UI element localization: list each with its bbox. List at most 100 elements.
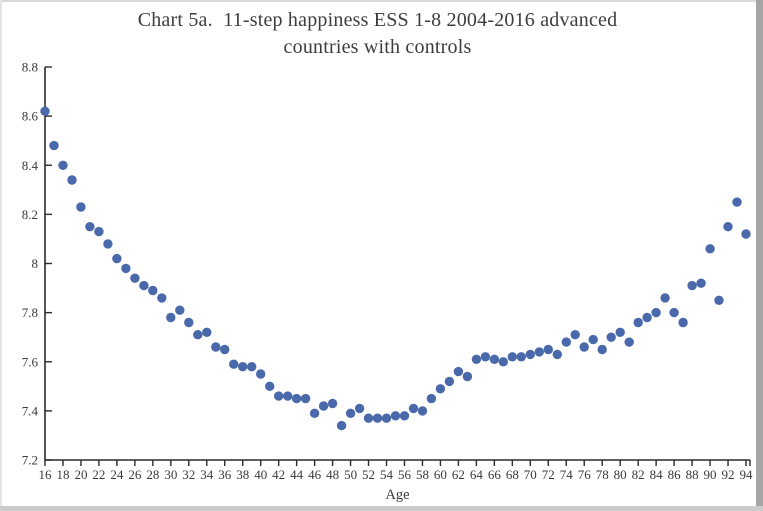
data-point [525,349,535,360]
x-axis-tick-label: 18 [56,467,69,482]
data-point [489,354,500,364]
x-axis-tick-label: 42 [272,467,285,482]
data-point [516,352,526,362]
y-axis-tick-label: 7.4 [22,403,39,418]
x-axis-tick-label: 76 [578,467,592,482]
x-axis-tick-label: 70 [524,467,537,482]
x-axis-tick-label: 62 [452,467,465,482]
data-point [157,293,167,303]
data-point [256,369,266,379]
data-point [130,273,140,283]
x-axis-tick-label: 94 [740,467,754,482]
x-axis-tick-label: 40 [254,467,267,482]
data-point [40,106,50,116]
x-axis-tick-label: 64 [470,467,484,482]
x-axis-tick-label: 68 [506,467,519,482]
y-axis-tick-label: 7.2 [22,453,38,468]
data-point [121,263,131,274]
x-axis-tick-label: 38 [236,467,249,482]
data-point [220,344,230,355]
chart-title-line-2: countries with controls [283,36,472,58]
x-axis-tick-label: 78 [596,467,609,482]
data-point [363,413,374,423]
data-point [678,317,688,328]
x-axis-tick-label: 24 [110,467,124,482]
x-axis-tick-label: 50 [344,467,357,482]
data-point [291,393,302,404]
data-point [408,403,419,414]
data-point [309,408,320,418]
data-point [381,413,392,423]
data-point [723,222,733,232]
x-axis-tick-label: 82 [632,467,645,482]
chart-title-line-1: Chart 5a. 11-step happiness ESS 1-8 2004… [137,9,618,31]
x-axis-tick-label: 34 [200,467,214,482]
data-point [336,420,347,431]
data-point [247,362,257,372]
x-axis-tick-label: 52 [362,467,375,482]
data-point [552,349,562,360]
data-point [354,403,365,414]
data-point [480,352,491,362]
data-point [471,354,482,364]
data-point [624,337,634,347]
data-point [417,406,428,416]
data-point [453,366,464,377]
x-axis-tick-label: 54 [380,467,394,482]
x-axis-tick-label: 16 [39,467,53,482]
data-point [58,160,68,170]
data-point [265,381,275,391]
data-point [300,393,311,404]
data-point [651,307,661,318]
x-axis-tick-label: 90 [704,467,717,482]
data-point [202,327,212,337]
x-axis-tick-label: 56 [398,467,412,482]
screenshot-edge-top [0,0,763,2]
data-point [633,317,643,328]
data-point [705,244,715,254]
x-axis-tick-label: 86 [668,467,682,482]
x-axis-tick-label: 46 [308,467,322,482]
data-point [570,330,580,340]
data-point [462,371,473,382]
screenshot-edge-right [756,0,763,511]
data-point [660,293,670,303]
y-axis-tick-label: 7.6 [22,354,39,369]
data-point [184,317,194,328]
data-point [732,197,742,207]
x-axis-tick-label: 66 [488,467,502,482]
data-point [543,344,553,355]
x-axis-tick-label: 30 [164,467,177,482]
x-axis-tick-label: 72 [542,467,555,482]
data-point [274,391,284,401]
data-point [166,312,176,323]
x-axis-tick-label: 80 [614,467,627,482]
data-point [327,398,338,409]
data-point [534,347,544,357]
data-point [507,352,517,362]
data-point [390,411,401,421]
data-point [238,362,248,372]
data-point [714,295,724,305]
x-axis-tick-label: 88 [686,467,699,482]
x-axis-tick-label: 36 [218,467,232,482]
x-axis-tick-label: 60 [434,467,447,482]
x-axis-tick-label: 26 [128,467,142,482]
data-point [94,226,104,237]
data-point [435,384,446,394]
x-axis-tick-label: 32 [182,467,195,482]
screenshot-edge-bottom [0,506,763,511]
chart-title: Chart 5a. 11-step happiness ESS 1-8 2004… [0,7,755,61]
data-point [372,413,383,423]
data-point [444,376,455,387]
x-axis-tick-label: 22 [92,467,105,482]
data-point [193,330,203,340]
x-axis-tick-label: 74 [560,467,574,482]
y-axis-tick-label: 8 [32,256,39,271]
x-axis-tick-label: 92 [722,467,735,482]
data-point [597,344,607,355]
data-point [579,342,589,352]
data-point [211,342,221,352]
data-point [615,327,625,337]
